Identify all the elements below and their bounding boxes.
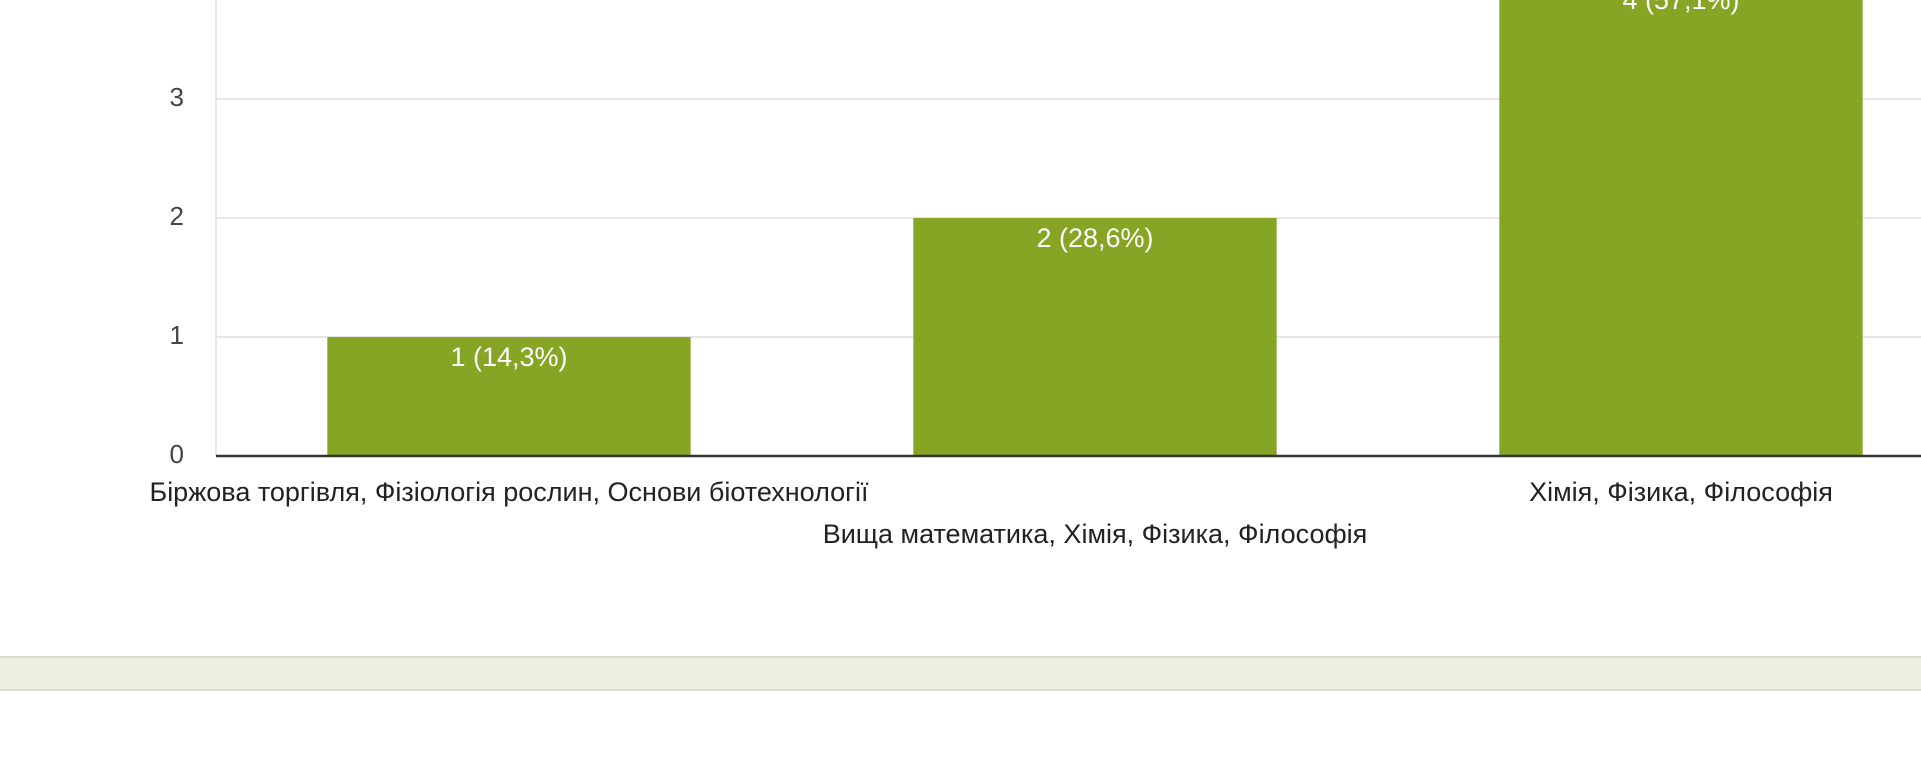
y-tick-label: 0 bbox=[170, 439, 184, 469]
data-label: 2 (28,6%) bbox=[1036, 223, 1153, 253]
x-tick-label: Хімія, Фізика, Філософія bbox=[1529, 477, 1833, 507]
y-tick-label: 2 bbox=[170, 201, 184, 231]
bar bbox=[913, 218, 1277, 456]
data-label: 1 (14,3%) bbox=[450, 342, 567, 372]
footer-strip bbox=[0, 657, 1921, 690]
bar bbox=[1499, 0, 1863, 456]
x-tick-label: Вища математика, Хімія, Фізика, Філософі… bbox=[823, 519, 1368, 549]
y-tick-label: 1 bbox=[170, 320, 184, 350]
x-tick-label: Біржова торгівля, Фізіологія рослин, Осн… bbox=[149, 477, 869, 507]
y-tick-label: 3 bbox=[170, 82, 184, 112]
data-label: 4 (57,1%) bbox=[1622, 0, 1739, 15]
bar bbox=[327, 337, 691, 456]
